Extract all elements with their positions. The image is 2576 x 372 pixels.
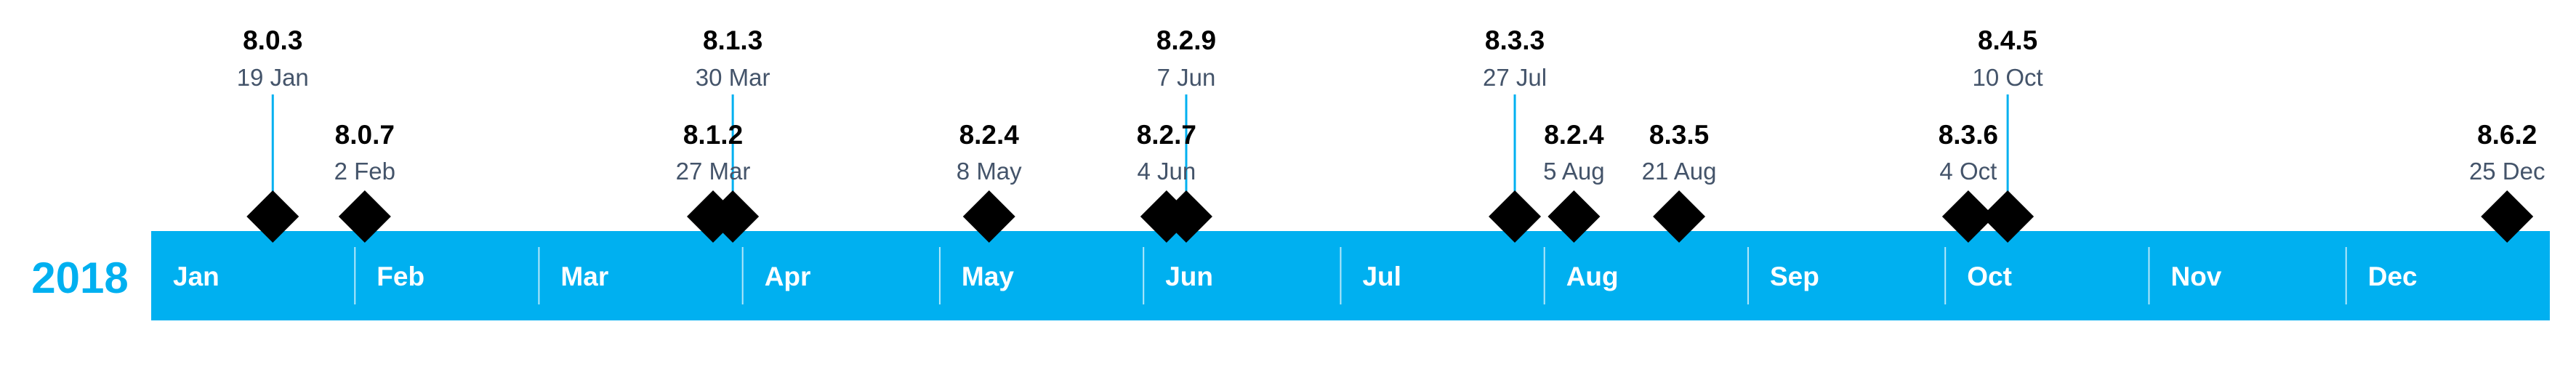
release-marker-diamond-icon [1159,190,1212,243]
release-date: 7 Jun [1157,64,1216,91]
year-label: 2018 [31,254,128,302]
month-label-sep: Sep [1770,262,1819,291]
release-connectors [271,94,2009,193]
month-label-mar: Mar [560,262,608,291]
release-date: 19 Jan [237,64,309,91]
release-date: 27 Mar [676,158,751,185]
month-label-apr: Apr [765,262,811,291]
release-version: 8.3.6 [1939,120,1998,150]
month-label-dec: Dec [2368,262,2418,291]
release-marker-diamond-icon [1489,190,1542,243]
month-label-nov: Nov [2170,262,2221,291]
release-version: 8.4.5 [1978,25,2037,55]
release-date: 30 Mar [696,64,770,91]
release-date: 8 May [957,158,1022,185]
release-version: 8.2.7 [1137,120,1196,150]
release-version: 8.1.2 [683,120,743,150]
release-date: 2 Feb [334,158,395,185]
release-marker-diamond-icon [707,190,760,243]
release-version: 8.1.3 [703,25,762,55]
release-version: 8.0.7 [335,120,395,150]
release-version: 8.6.2 [2477,120,2537,150]
release-version: 8.3.5 [1649,120,1709,150]
release-date: 10 Oct [1973,64,2043,91]
release-version: 8.2.9 [1156,25,1216,55]
release-date: 4 Oct [1939,158,1997,185]
month-label-jun: Jun [1165,262,1213,291]
release-date: 4 Jun [1137,158,1196,185]
release-marker-diamond-icon [246,190,299,243]
release-markers [246,190,2534,243]
release-marker-diamond-icon [338,190,391,243]
month-label-jul: Jul [1362,262,1401,291]
release-marker-diamond-icon [1941,190,1995,243]
month-label-may: May [962,262,1014,291]
timeline-bar [151,231,2550,320]
release-marker-diamond-icon [2481,190,2534,243]
release-date: 25 Dec [2469,158,2545,185]
release-marker-diamond-icon [1547,190,1601,243]
release-version: 8.2.4 [1544,120,1604,150]
month-label-feb: Feb [377,262,424,291]
month-label-jan: Jan [173,262,220,291]
month-label-oct: Oct [1967,262,2012,291]
release-marker-diamond-icon [1981,190,2034,243]
release-date: 21 Aug [1642,158,1717,185]
release-version: 8.2.4 [959,120,1020,150]
release-labels: 8.0.3 19 Jan 8.0.7 2 Feb 8.1.2 27 Mar 8.1.3 30 … [237,25,2545,185]
release-date: 27 Jul [1483,64,1547,91]
month-separators [354,247,2347,304]
month-labels: Jan Feb Mar Apr May Jun Jul Aug Sep Oct Nov Dec [173,262,2418,291]
month-label-aug: Aug [1566,262,1619,291]
release-version: 8.3.3 [1485,25,1545,55]
release-date: 5 Aug [1543,158,1604,185]
release-marker-diamond-icon [1653,190,1706,243]
release-marker-diamond-icon [962,190,1015,243]
release-version: 8.0.3 [243,25,302,55]
